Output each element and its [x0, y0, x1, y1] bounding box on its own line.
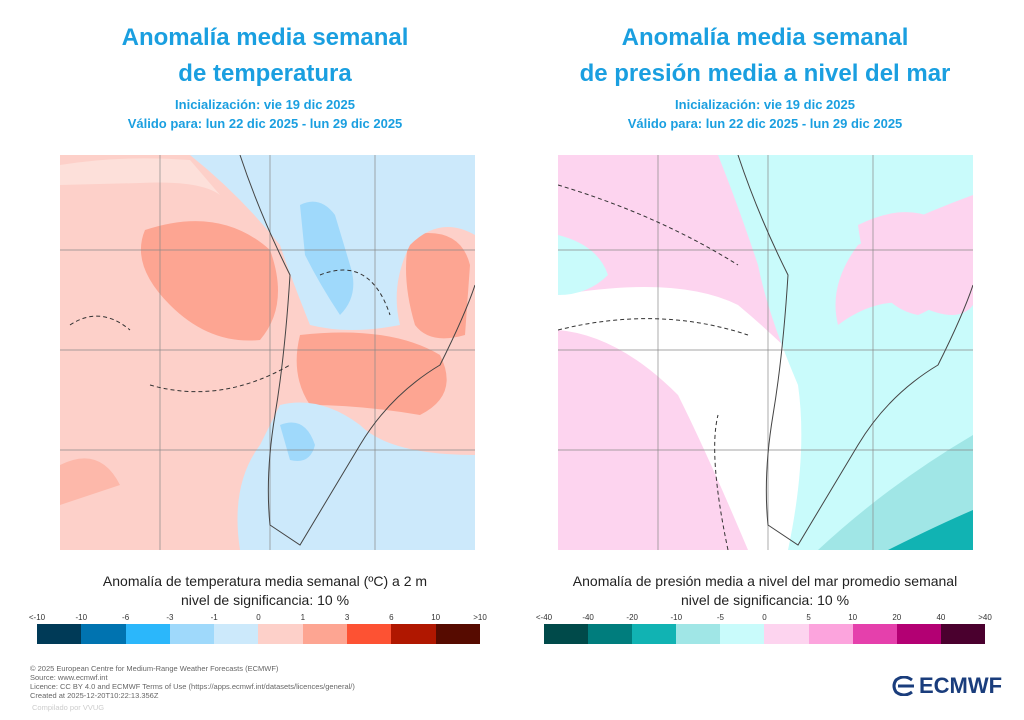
left-colorbar-ticks: <-10 -10 -6 -3 -1 0 1 3 6 10 >10 [29, 613, 487, 623]
ecmwf-logo-icon [892, 676, 914, 696]
colorbar-swatch [435, 624, 480, 644]
colorbar-tick-label: >40 [978, 613, 992, 622]
left-significance: nivel de significancia: 10 % [180, 592, 350, 608]
colorbar-swatch [125, 624, 170, 644]
colorbar-swatch [214, 624, 259, 644]
coastline [737, 155, 973, 546]
colorbar-swatch [347, 624, 392, 644]
colorbar-tick-label: 40 [936, 613, 946, 622]
colorbar-tick-label: 1 [300, 613, 306, 622]
colorbar-tick-label: 10 [431, 613, 441, 622]
colorbar-tick-label: -10 [75, 613, 88, 622]
colorbar-tick-label: -1 [210, 613, 218, 622]
footer-created: Created at 2025-12-20T10:22:13.356Z [30, 691, 159, 700]
right-init: Inicialización: vie 19 dic 2025 [675, 97, 855, 112]
compiled-by: Compilado por VVUG [32, 703, 105, 712]
negative-anomaly-region [718, 155, 973, 550]
colorbar-swatch [632, 624, 677, 644]
left-caption-text: Anomalía de temperatura media semanal (º… [102, 573, 428, 589]
colorbar-swatch [896, 624, 941, 644]
colorbar-tick-label: >10 [473, 613, 487, 622]
negative-anomaly-region [818, 435, 973, 550]
right-significance: nivel de significancia: 10 % [680, 592, 850, 608]
right-caption-text: Anomalía de presión media a nivel del ma… [572, 573, 958, 589]
colorbar-tick-label: 20 [892, 613, 902, 622]
colorbar-tick-label: -6 [122, 613, 130, 622]
colorbar-tick-label: -20 [626, 613, 638, 622]
colorbar-swatch [258, 624, 303, 644]
left-title: Anomalía media semanal de temperatura [25, 20, 505, 92]
warm-anomaly-region [296, 332, 447, 415]
colorbar-swatch [391, 624, 436, 644]
colorbar-swatch [852, 624, 897, 644]
colorbar-tick-label: 3 [344, 613, 350, 622]
colorbar-tick-label: 0 [762, 613, 767, 622]
left-caption: Anomalía de temperatura media semanal (º… [25, 572, 505, 610]
left-colorbar [37, 624, 480, 644]
cool-anomaly-region [280, 422, 315, 461]
ecmwf-logo: ECMWF [892, 673, 1002, 699]
footer-licence: Licence: CC BY 4.0 and ECMWF Terms of Us… [30, 682, 355, 691]
colorbar-tick-label: -10 [670, 613, 683, 622]
colorbar-tick-label: 6 [389, 613, 394, 622]
significance-contour [558, 184, 749, 550]
left-init: Inicialización: vie 19 dic 2025 [175, 97, 355, 112]
colorbar-tick-label: -3 [166, 613, 174, 622]
negative-anomaly-region [888, 510, 973, 550]
colorbar-swatch [81, 624, 126, 644]
right-title-line2: de presión media a nivel del mar [579, 60, 951, 87]
footer-copyright: © 2025 European Centre for Medium-Range … [30, 664, 279, 673]
right-caption: Anomalía de presión media a nivel del ma… [525, 572, 1005, 610]
colorbar-tick-label: 10 [848, 613, 858, 622]
left-subtitle: Inicialización: vie 19 dic 2025 Válido p… [25, 95, 505, 133]
colorbar-swatch [302, 624, 348, 644]
colorbar-swatch [544, 624, 589, 644]
pressure-anomaly-map [558, 155, 973, 550]
cool-anomaly-region [300, 201, 354, 315]
left-title-line2: de temperatura [178, 60, 352, 87]
temperature-anomaly-map [60, 155, 475, 550]
warm-anomaly-region [140, 221, 278, 341]
footer-credits: © 2025 European Centre for Medium-Range … [30, 664, 355, 700]
colorbar-tick-label: -5 [716, 613, 724, 622]
right-colorbar [544, 624, 985, 644]
right-subtitle: Inicialización: vie 19 dic 2025 Válido p… [525, 95, 1005, 133]
colorbar-swatch [764, 624, 809, 644]
left-title-line1: Anomalía media semanal [121, 24, 409, 51]
colorbar-swatch [588, 624, 633, 644]
significance-contour [69, 269, 391, 393]
warm-anomaly-region [406, 233, 470, 339]
colorbar-swatch [676, 624, 721, 644]
ecmwf-logo-text: ECMWF [919, 673, 1003, 698]
colorbar-tick-label: <-40 [535, 613, 553, 622]
colorbar-swatch [720, 624, 765, 644]
right-valid: Válido para: lun 22 dic 2025 - lun 29 di… [627, 116, 903, 131]
colorbar-swatch [169, 624, 215, 644]
colorbar-tick-label: -40 [582, 613, 594, 622]
colorbar-tick-label: 0 [256, 613, 261, 622]
right-title-line1: Anomalía media semanal [621, 24, 909, 51]
positive-anomaly-region [858, 212, 960, 315]
right-title: Anomalía media semanal de presión media … [525, 20, 1005, 92]
colorbar-swatch [808, 624, 853, 644]
left-valid: Válido para: lun 22 dic 2025 - lun 29 di… [127, 116, 403, 131]
coastline [239, 155, 475, 546]
right-colorbar-ticks: <-40 -40 -20 -10 -5 0 5 10 20 40 >40 [536, 613, 992, 623]
colorbar-tick-label: 5 [806, 613, 811, 622]
colorbar-swatch [37, 624, 82, 644]
colorbar-tick-label: <-10 [28, 613, 46, 622]
footer-source: Source: www.ecmwf.int [30, 673, 108, 682]
colorbar-swatch [940, 624, 985, 644]
